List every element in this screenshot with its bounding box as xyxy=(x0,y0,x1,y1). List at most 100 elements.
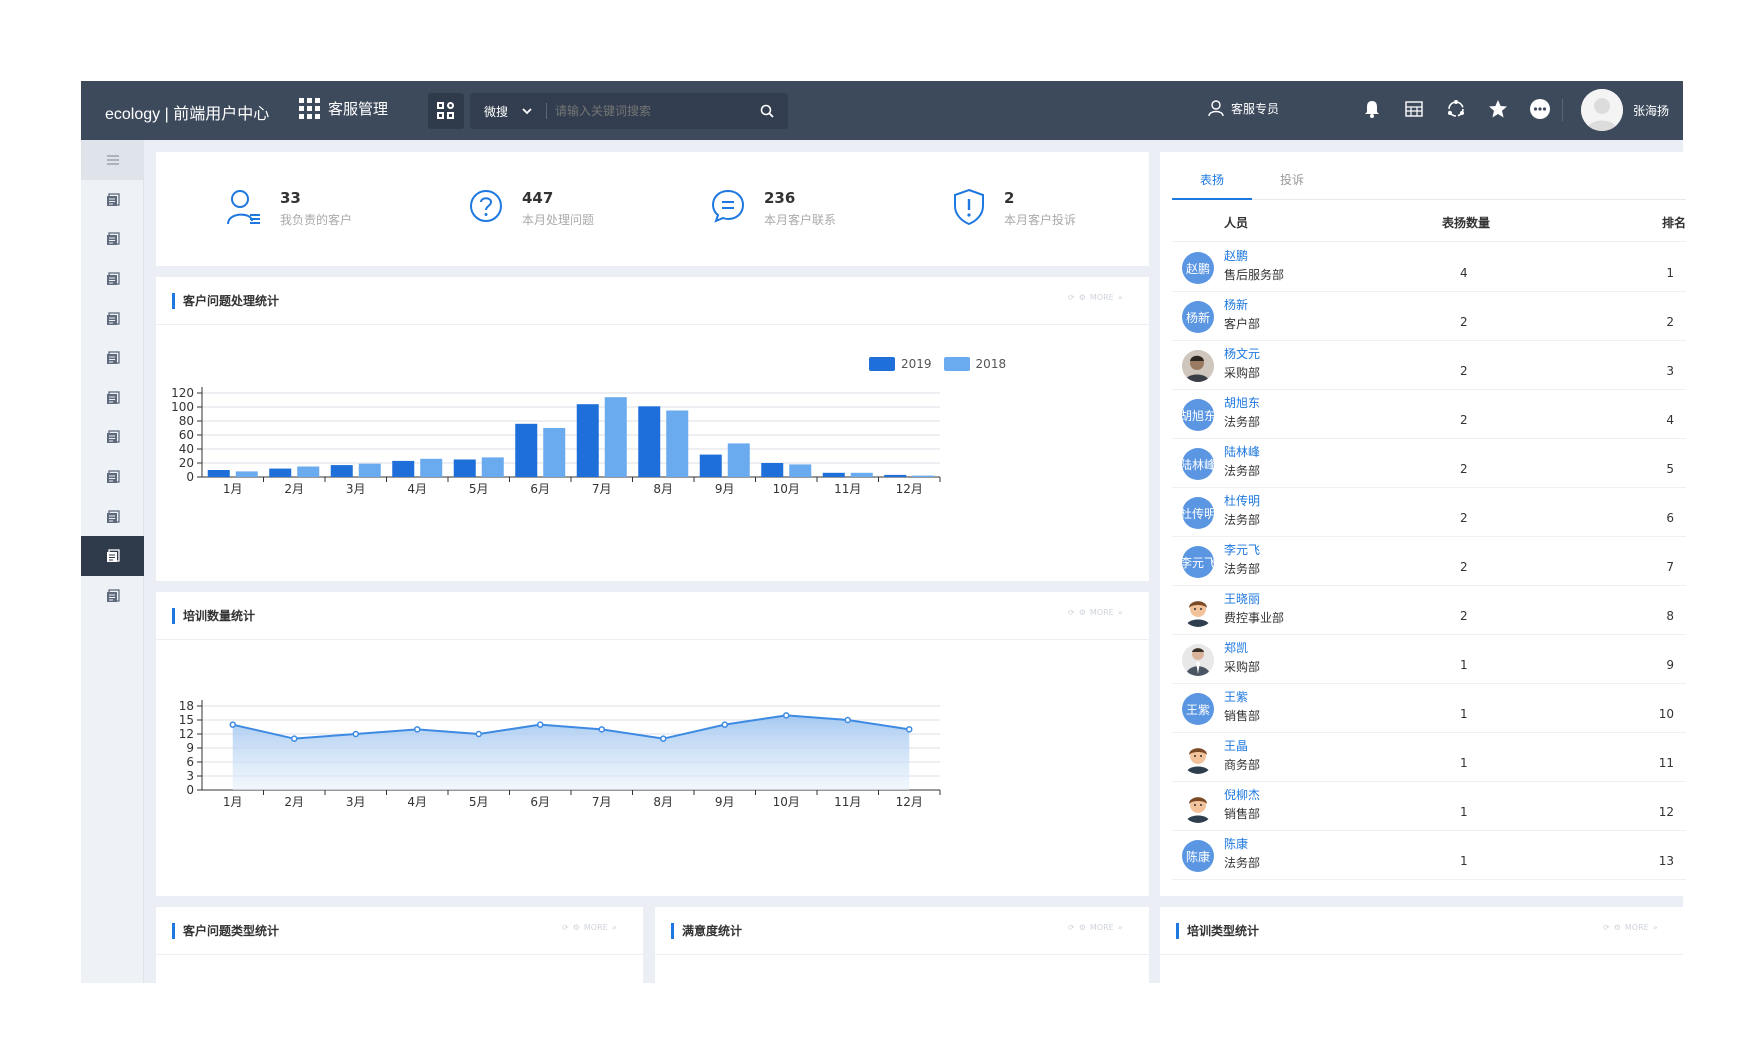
bar-2018[interactable] xyxy=(666,410,689,478)
more-link[interactable]: MORE xyxy=(583,923,608,932)
gear-icon[interactable]: ⚙ xyxy=(1613,923,1621,932)
bar-2018[interactable] xyxy=(235,471,258,477)
person-name[interactable]: 倪柳杰 xyxy=(1224,788,1261,802)
person-name[interactable]: 杨文元 xyxy=(1224,347,1261,361)
more-link[interactable]: MORE xyxy=(1089,923,1114,932)
stat-contacts[interactable]: 236 本月客户联系 xyxy=(710,188,836,228)
table-row[interactable]: 杨新 杨新 客户部 2 2 xyxy=(1172,292,1686,341)
table-row[interactable]: 王晓丽 费控事业部 2 8 xyxy=(1172,586,1686,635)
data-point[interactable] xyxy=(660,735,667,742)
person-name[interactable]: 郑凯 xyxy=(1224,641,1249,655)
table-row[interactable]: 陈康 陈康 法务部 1 13 xyxy=(1172,831,1686,880)
bell-icon[interactable] xyxy=(1361,98,1383,120)
bar-2019[interactable] xyxy=(453,459,476,478)
bar-2019[interactable] xyxy=(638,406,661,477)
sidebar-item[interactable] xyxy=(81,259,144,299)
avatar[interactable]: 胡旭东 xyxy=(1182,399,1214,431)
stat-customers[interactable]: 33 我负责的客户 xyxy=(226,188,352,228)
table-row[interactable]: 陆林峰 陆林峰 法务部 2 5 xyxy=(1172,439,1686,488)
data-point[interactable] xyxy=(475,730,482,738)
person-name[interactable]: 胡旭东 xyxy=(1224,396,1261,410)
brand-title[interactable]: ecology | 前端用户中心 xyxy=(105,106,270,123)
bar-2018[interactable] xyxy=(297,466,320,478)
sidebar-toggle[interactable] xyxy=(81,140,144,180)
data-point[interactable] xyxy=(291,735,298,742)
bar-2019[interactable] xyxy=(330,465,353,477)
sidebar-item[interactable] xyxy=(81,457,144,497)
column-header-person[interactable]: 人员 xyxy=(1224,216,1249,230)
bar-2019[interactable] xyxy=(576,404,599,477)
more-link[interactable]: MORE xyxy=(1089,293,1114,302)
module-switcher[interactable]: 客服管理 xyxy=(299,98,388,119)
table-row[interactable]: 李元飞 李元飞 法务部 2 7 xyxy=(1172,537,1686,586)
sidebar-item[interactable] xyxy=(81,418,144,458)
table-row[interactable]: 倪柳杰 销售部 1 12 xyxy=(1172,782,1686,831)
data-point[interactable] xyxy=(352,730,359,738)
bar-2018[interactable] xyxy=(604,397,627,477)
bar-2019[interactable] xyxy=(392,460,415,477)
avatar[interactable]: 杜传明 xyxy=(1182,497,1214,529)
data-point[interactable] xyxy=(906,726,913,733)
person-name[interactable]: 杨新 xyxy=(1224,298,1249,312)
bar-2018[interactable] xyxy=(481,457,504,477)
search-input[interactable] xyxy=(547,104,747,118)
gear-icon[interactable]: ⚙ xyxy=(572,923,580,932)
refresh-icon[interactable]: ⟳ xyxy=(562,923,569,932)
gear-icon[interactable]: ⚙ xyxy=(1078,608,1086,617)
person-name[interactable]: 王晓丽 xyxy=(1224,592,1261,606)
table-row[interactable]: 杨文元 采购部 2 3 xyxy=(1172,341,1686,390)
stat-complaints[interactable]: 2 本月客户投诉 xyxy=(952,188,1076,228)
bar-2019[interactable] xyxy=(822,472,845,477)
refresh-icon[interactable]: ⟳ xyxy=(1603,923,1610,932)
avatar[interactable]: 李元飞 xyxy=(1182,546,1214,578)
avatar[interactable] xyxy=(1182,350,1214,382)
more-icon[interactable] xyxy=(1529,98,1551,120)
sidebar-item[interactable] xyxy=(81,497,144,537)
bar-2019[interactable] xyxy=(269,468,292,477)
sidebar-item[interactable] xyxy=(81,536,144,576)
sidebar-item[interactable] xyxy=(81,378,144,418)
bar-2018[interactable] xyxy=(543,428,566,477)
sidebar-item[interactable] xyxy=(81,299,144,339)
person-name[interactable]: 李元飞 xyxy=(1224,543,1261,557)
data-point[interactable] xyxy=(537,721,544,728)
avatar[interactable] xyxy=(1182,595,1214,627)
column-header-count[interactable]: 表扬数量 xyxy=(1442,216,1491,230)
avatar[interactable]: 陈康 xyxy=(1182,840,1214,872)
refresh-circle-icon[interactable] xyxy=(1445,98,1467,120)
data-point[interactable] xyxy=(721,721,728,728)
legend-label[interactable]: 2019 xyxy=(901,357,932,371)
search-scope-dropdown[interactable]: 微搜 xyxy=(470,103,546,120)
data-point[interactable] xyxy=(783,712,790,719)
star-icon[interactable] xyxy=(1487,98,1509,120)
bar-2018[interactable] xyxy=(420,458,443,477)
sidebar-item[interactable] xyxy=(81,338,144,378)
gear-icon[interactable]: ⚙ xyxy=(1078,923,1086,932)
gear-icon[interactable]: ⚙ xyxy=(1078,293,1086,302)
person-name[interactable]: 赵鹏 xyxy=(1224,249,1249,263)
bar-2018[interactable] xyxy=(912,475,935,477)
table-row[interactable]: 郑凯 采购部 1 9 xyxy=(1172,635,1686,684)
refresh-icon[interactable]: ⟳ xyxy=(1068,608,1075,617)
sidebar-item[interactable] xyxy=(81,576,144,616)
refresh-icon[interactable]: ⟳ xyxy=(1068,293,1075,302)
data-point[interactable] xyxy=(598,726,605,733)
person-name[interactable]: 陈康 xyxy=(1224,837,1249,851)
bar-2019[interactable] xyxy=(515,423,538,477)
role-switch[interactable]: 客服专员 xyxy=(1207,99,1279,117)
tab-complaint[interactable]: 投诉 xyxy=(1279,173,1304,187)
avatar[interactable]: 陆林峰 xyxy=(1182,448,1214,480)
bar-2019[interactable] xyxy=(699,454,722,477)
person-name[interactable]: 杜传明 xyxy=(1224,494,1261,508)
table-row[interactable]: 王紫 王紫 销售部 1 10 xyxy=(1172,684,1686,733)
table-row[interactable]: 赵鹏 赵鹏 售后服务部 4 1 xyxy=(1172,243,1686,292)
sidebar-item[interactable] xyxy=(81,180,144,220)
table-row[interactable]: 王晶 商务部 1 11 xyxy=(1172,733,1686,782)
bar-2019[interactable] xyxy=(207,470,230,477)
refresh-icon[interactable]: ⟳ xyxy=(1068,923,1075,932)
sidebar-item[interactable] xyxy=(81,220,144,260)
avatar[interactable]: 赵鹏 xyxy=(1182,252,1214,284)
bar-2018[interactable] xyxy=(358,463,381,477)
search-icon[interactable] xyxy=(760,104,774,118)
tab-praise[interactable]: 表扬 xyxy=(1172,168,1252,200)
